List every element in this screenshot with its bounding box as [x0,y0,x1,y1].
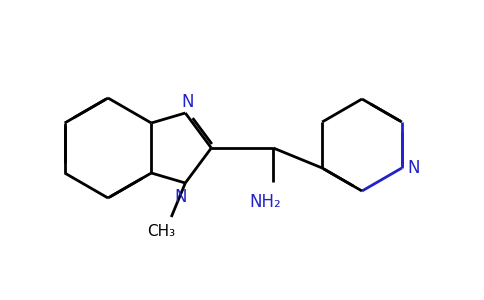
Text: N: N [174,188,186,206]
Text: CH₃: CH₃ [147,224,175,238]
Text: NH₂: NH₂ [249,193,281,211]
Text: N: N [408,159,420,177]
Text: N: N [181,93,194,111]
